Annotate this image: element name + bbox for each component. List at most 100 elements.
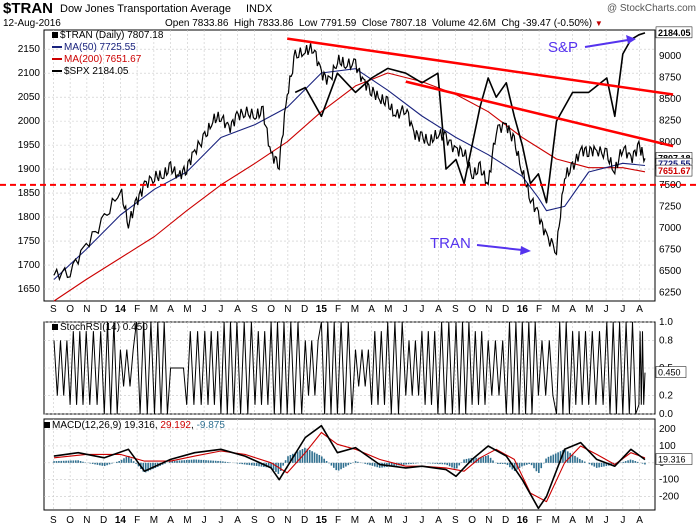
legend-tran-text: $TRAN (Daily) 7807.18 <box>60 30 164 41</box>
y-left-tick-label: 1900 <box>18 164 41 175</box>
ma50-price-tag: 7725.55 <box>658 159 691 169</box>
x-tick-label: M <box>183 304 191 315</box>
x-tick-label: N <box>83 304 90 315</box>
x-tick-label: J <box>604 304 609 315</box>
high-label: High <box>233 18 255 29</box>
exchange: INDX <box>246 3 273 15</box>
chg-value: -39.47 (-0.50%) <box>522 18 593 29</box>
y-right-tick-label: 6750 <box>659 244 682 255</box>
x-tick-label: M <box>351 304 359 315</box>
x-tick-label-bottom: J <box>218 515 223 526</box>
x-tick-label-bottom: M <box>183 515 191 526</box>
x-tick-label-bottom: F <box>335 515 341 526</box>
x-tick-label-bottom: S <box>251 515 258 526</box>
x-tick-label: D <box>301 304 308 315</box>
x-tick-label-bottom: D <box>100 515 107 526</box>
y-right-tick-label: 6500 <box>659 266 682 277</box>
x-tick-label-bottom: A <box>234 515 241 526</box>
quote-line: Open 7833.86 High 7833.86 Low 7791.59 Cl… <box>165 18 603 29</box>
stochrsi-value-box <box>655 366 687 378</box>
y-right-tick-label: 9000 <box>659 51 682 62</box>
x-tick-label-bottom: F <box>536 515 542 526</box>
x-tick-label: A <box>368 304 375 315</box>
x-tick-label-bottom: 15 <box>316 515 328 526</box>
stochrsi-title: StochRSI(14) 0.450 <box>60 322 148 333</box>
y-left-tick-label: 1800 <box>18 212 41 223</box>
ma200-price-tag: 7651.67 <box>658 166 691 176</box>
x-tick-label: M <box>384 304 392 315</box>
legend-ma50: MA(50) 7725.55 <box>52 42 136 53</box>
x-tick-label: A <box>569 304 576 315</box>
x-tick-label: M <box>150 304 158 315</box>
x-tick-label-bottom: D <box>301 515 308 526</box>
y-left-tick-label: 2050 <box>18 92 41 103</box>
x-tick-label-bottom: S <box>452 515 459 526</box>
x-tick-label: J <box>620 304 625 315</box>
close-value: 7807.18 <box>390 18 427 29</box>
down-arrow-icon: ▼ <box>594 19 603 28</box>
legend-tran: $TRAN (Daily) 7807.18 <box>52 30 163 41</box>
legend-spx-text: $SPX 2184.05 <box>64 66 129 77</box>
open-label: Open <box>165 18 190 29</box>
macd-tick-label: 100 <box>659 441 676 452</box>
y-left-tick-label: 1700 <box>18 260 41 271</box>
x-tick-label-bottom: A <box>368 515 375 526</box>
y-right-tick-label: 8000 <box>659 137 682 148</box>
x-tick-label-bottom: 16 <box>517 515 529 526</box>
sp-arrow-head <box>626 35 636 44</box>
macd-line <box>53 424 646 510</box>
x-tick-label-bottom: M <box>552 515 560 526</box>
date: 12-Aug-2016 <box>3 18 61 29</box>
y-left-tick-label: 1750 <box>18 236 41 247</box>
x-tick-label-bottom: 14 <box>115 515 127 526</box>
spx-line <box>294 32 646 204</box>
x-tick-label-bottom: O <box>267 515 275 526</box>
x-tick-label: O <box>267 304 275 315</box>
tran-arrow-head <box>520 246 531 255</box>
x-tick-label: J <box>403 304 408 315</box>
x-tick-label-bottom: J <box>604 515 609 526</box>
x-tick-label-bottom: A <box>636 515 643 526</box>
x-tick-label: S <box>452 304 459 315</box>
x-tick-label: A <box>435 304 442 315</box>
x-tick-label: 16 <box>517 304 529 315</box>
ma50-line <box>53 68 646 280</box>
y-left-tick-label: 2000 <box>18 116 41 127</box>
macd-signal-value: 29.192 <box>160 420 191 431</box>
volume-label: Volume <box>431 18 466 29</box>
x-tick-label-bottom: S <box>50 515 57 526</box>
x-tick-label: N <box>284 304 291 315</box>
x-tick-label-bottom: N <box>485 515 492 526</box>
spx-price-tag: 2184.05 <box>658 28 691 38</box>
macd-value-box <box>655 453 693 465</box>
x-tick-label-bottom: A <box>167 515 174 526</box>
x-tick-label: A <box>167 304 174 315</box>
x-tick-label-bottom: N <box>284 515 291 526</box>
macd-value-tag: 19.316 <box>658 455 686 465</box>
macd-label: MACD(12,26,9) 19.316, 29.192, -9.875 <box>44 420 225 431</box>
y-right-tick-label: 7000 <box>659 223 682 234</box>
x-tick-label-bottom: J <box>202 515 207 526</box>
rsi-tick-label: 0.0 <box>659 409 673 420</box>
macd-signal-line <box>53 431 646 503</box>
x-tick-label: D <box>502 304 509 315</box>
x-tick-label: O <box>468 304 476 315</box>
close-label: Close <box>361 18 388 29</box>
x-tick-label-bottom: A <box>569 515 576 526</box>
macd-swatch <box>44 422 50 428</box>
legend-ma50-swatch <box>52 46 62 49</box>
open-value: 7833.86 <box>192 18 229 29</box>
stochrsi-line <box>53 321 646 415</box>
x-tick-label: 15 <box>316 304 328 315</box>
x-tick-label-bottom: M <box>150 515 158 526</box>
stochrsi-value-tag: 0.450 <box>658 368 681 378</box>
x-tick-label: S <box>251 304 258 315</box>
x-tick-label: O <box>66 304 74 315</box>
y-left-tick-label: 1950 <box>18 140 41 151</box>
x-tick-label: F <box>134 304 140 315</box>
rsi-tick-label: 1.0 <box>659 317 673 328</box>
ma200-line <box>53 72 646 302</box>
x-tick-label: J <box>218 304 223 315</box>
